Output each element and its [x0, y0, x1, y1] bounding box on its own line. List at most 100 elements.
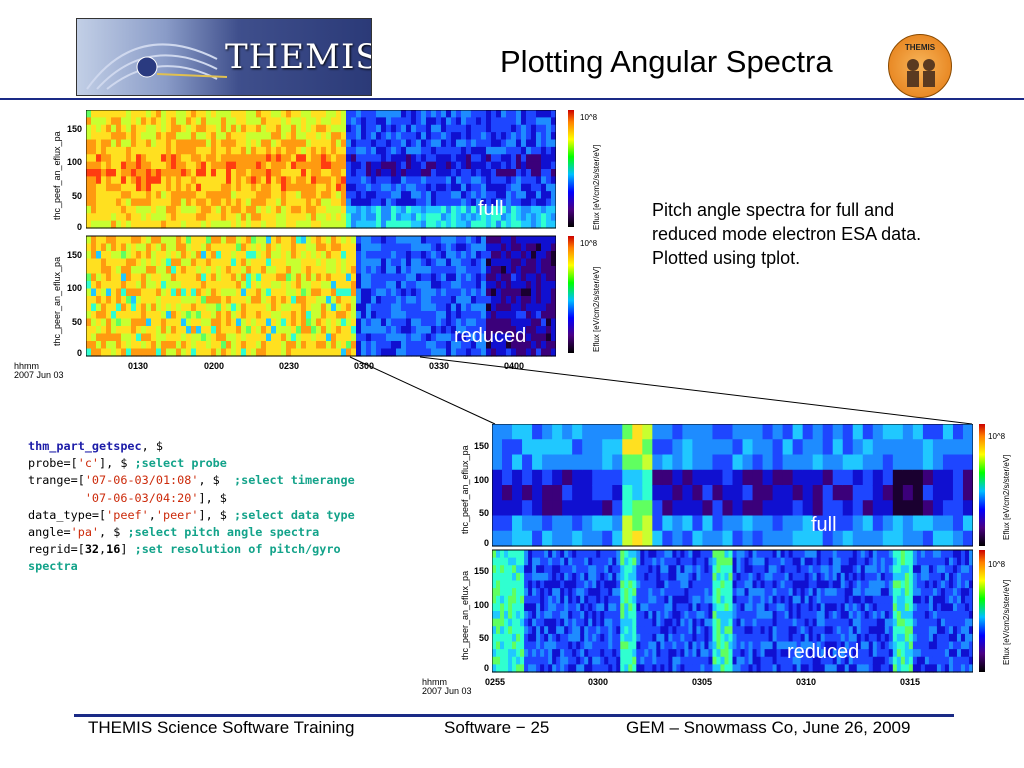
heatmap-cell — [491, 288, 497, 297]
heatmap-cell — [376, 146, 382, 155]
heatmap-cell — [836, 580, 842, 589]
heatmap-cell — [426, 236, 432, 245]
heatmap-cell — [451, 205, 457, 214]
heatmap-cell — [456, 326, 462, 335]
heatmap-cell — [748, 557, 754, 566]
heatmap-cell — [602, 424, 613, 440]
heatmap-cell — [166, 154, 172, 163]
heatmap-cell — [502, 454, 513, 471]
heatmap-cell — [541, 154, 547, 163]
heatmap-cell — [151, 303, 157, 312]
heatmap-cell — [476, 161, 482, 170]
heatmap-cell — [451, 154, 457, 163]
heatmap-cell — [526, 146, 532, 155]
heatmap-cell — [461, 139, 467, 148]
heatmap-cell — [206, 146, 212, 155]
heatmap-cell — [351, 132, 357, 141]
heatmap-cell — [291, 258, 297, 267]
heatmap-cell — [501, 281, 507, 290]
heatmap-cell — [351, 191, 357, 200]
heatmap-cell — [808, 557, 814, 566]
heatmap-cell — [832, 656, 838, 665]
heatmap-cell — [552, 572, 557, 582]
heatmap-cell — [680, 656, 685, 665]
heatmap-cell — [371, 333, 377, 342]
heatmap-cell — [391, 258, 397, 267]
heatmap-cell — [156, 273, 162, 282]
heatmap-cell — [476, 154, 482, 163]
heatmap-cell — [672, 500, 683, 517]
heatmap-cell — [166, 205, 172, 214]
heatmap-cell — [141, 333, 147, 342]
heatmap-cell — [226, 303, 232, 312]
heatmap-cell — [196, 169, 202, 177]
heatmap-cell — [506, 243, 512, 252]
heatmap-cell — [306, 311, 312, 320]
heatmap-cell — [296, 281, 302, 290]
heatmap-cell — [540, 580, 545, 589]
heatmap-cell — [481, 311, 487, 320]
heatmap-cell — [181, 183, 187, 192]
heatmap-cell — [531, 258, 537, 267]
heatmap-cell — [656, 565, 661, 574]
heatmap-cell — [306, 146, 312, 155]
heatmap-cell — [688, 550, 694, 559]
heatmap-cell — [568, 649, 573, 658]
heatmap-cell — [346, 205, 352, 214]
heatmap-cell — [251, 205, 257, 214]
heatmap-cell — [922, 485, 934, 501]
heatmap-cell — [381, 236, 387, 245]
heatmap-cell — [471, 296, 477, 305]
heatmap-cell — [644, 603, 649, 612]
heatmap-cell — [166, 333, 172, 342]
heatmap-cell — [912, 439, 924, 456]
heatmap-cell — [752, 633, 758, 643]
heatmap-cell — [136, 110, 142, 118]
heatmap-cell — [291, 281, 297, 290]
heatmap-cell — [526, 124, 532, 133]
heatmap-cell — [520, 565, 525, 574]
heatmap-cell — [381, 146, 387, 155]
heatmap-cell — [116, 273, 122, 282]
heatmap-cell — [406, 146, 412, 155]
heatmap-cell — [526, 191, 532, 200]
heatmap-cell — [206, 213, 212, 222]
heatmap-cell — [752, 611, 758, 620]
heatmap-cell — [121, 117, 127, 126]
heatmap-cell — [396, 266, 402, 275]
heatmap-cell — [511, 124, 517, 133]
heatmap-cell — [864, 656, 870, 665]
heatmap-cell — [176, 132, 182, 141]
heatmap-cell — [592, 626, 597, 635]
heatmap-cell — [266, 205, 272, 214]
heatmap-cell — [476, 169, 482, 177]
heatmap-cell — [800, 618, 806, 627]
heatmap-cell — [351, 213, 357, 222]
heatmap-cell — [411, 220, 417, 229]
heatmap-cell — [592, 557, 597, 566]
heatmap-cell — [261, 117, 267, 126]
heatmap-cell — [306, 110, 312, 118]
heatmap-cell — [386, 132, 392, 141]
heatmap-cell — [612, 633, 617, 643]
heatmap-cell — [196, 117, 202, 126]
heatmap-cell — [96, 198, 102, 207]
heatmap-cell — [401, 117, 407, 126]
heatmap-cell — [506, 311, 512, 320]
heatmap-cell — [396, 303, 402, 312]
heatmap-cell — [351, 236, 357, 245]
heatmap-cell — [541, 333, 547, 342]
heatmap-cell — [596, 633, 601, 643]
heatmap-cell — [792, 664, 798, 673]
heatmap-cell — [296, 191, 302, 200]
heatmap-cell — [708, 641, 714, 650]
heatmap-cell — [660, 595, 665, 604]
heatmap-cell — [356, 273, 362, 282]
heatmap-cell — [456, 311, 462, 320]
heatmap-cell — [126, 183, 132, 192]
heatmap-cell — [176, 303, 182, 312]
heatmap-cell — [131, 311, 137, 320]
heatmap-cell — [516, 251, 522, 260]
heatmap-cell — [461, 258, 467, 267]
heatmap-cell — [366, 176, 372, 185]
